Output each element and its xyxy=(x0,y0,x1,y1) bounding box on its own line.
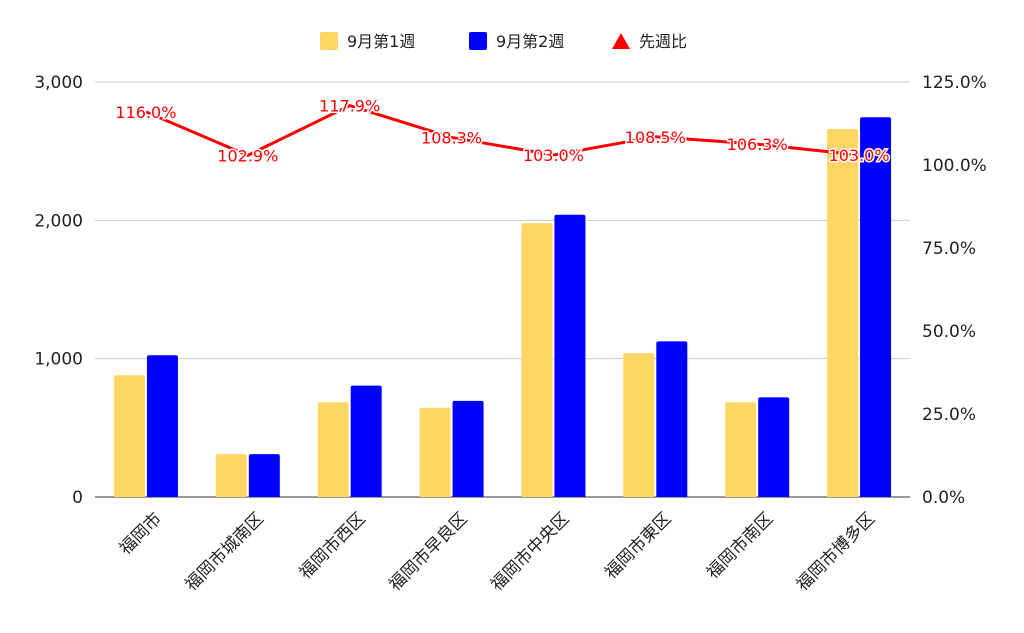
right-tick-label: 100.0% xyxy=(922,156,987,176)
right-tick-label: 0.0% xyxy=(922,488,965,508)
bar-week2 xyxy=(146,355,178,497)
right-tick-label: 75.0% xyxy=(922,239,976,259)
bar-week1 xyxy=(725,402,757,497)
bar-week2 xyxy=(452,400,484,497)
ratio-data-label: 102.9% xyxy=(217,146,278,165)
left-tick-label: 3,000 xyxy=(34,73,83,93)
category-label: 福岡市博多区 xyxy=(793,509,879,595)
left-tick-label: 2,000 xyxy=(34,211,83,231)
bars xyxy=(113,117,892,498)
bar-week1 xyxy=(521,223,553,497)
ratio-data-label: 103.0% xyxy=(829,146,890,165)
left-tick-label: 0 xyxy=(72,488,83,508)
category-label: 福岡市西区 xyxy=(295,509,369,583)
legend-label: 先週比 xyxy=(639,32,687,51)
bar-week2 xyxy=(248,454,280,497)
bar-week2 xyxy=(860,117,892,498)
legend-label: 9月第1週 xyxy=(347,32,415,51)
ratio-data-label: 106.3% xyxy=(727,135,788,154)
category-labels: 福岡市 福岡市城南区 福岡市西区 福岡市早良区 福岡市中央区 福岡市東区 福岡市南区 福岡市博… xyxy=(116,509,879,595)
ratio-line xyxy=(145,104,860,157)
category-label: 福岡市 xyxy=(116,509,166,559)
ratio-data-label: 103.0% xyxy=(523,146,584,165)
category-label: 福岡市早良区 xyxy=(385,509,471,595)
bar-week2 xyxy=(656,341,688,497)
bar-week1 xyxy=(827,129,859,498)
ratio-data-label: 108.3% xyxy=(421,128,482,147)
right-tick-label: 125.0% xyxy=(922,73,987,93)
right-tick-label: 25.0% xyxy=(922,405,976,425)
category-label: 福岡市中央区 xyxy=(487,509,573,595)
legend-label: 9月第2週 xyxy=(496,32,564,51)
right-axis-ticks: 0.0% 25.0% 50.0% 75.0% 100.0% 125.0% xyxy=(922,73,987,508)
legend-triangle-icon xyxy=(612,33,630,49)
bar-week1 xyxy=(113,375,145,497)
bar-week2 xyxy=(758,397,790,497)
ratio-data-label: 116.0% xyxy=(115,103,176,122)
bar-week1 xyxy=(215,454,247,497)
legend-swatch xyxy=(320,32,338,50)
right-tick-label: 50.0% xyxy=(922,322,976,342)
bar-week1 xyxy=(419,407,451,497)
category-label: 福岡市東区 xyxy=(601,509,675,583)
category-label: 福岡市城南区 xyxy=(182,509,268,595)
legend: 9月第1週 9月第2週 先週比 xyxy=(320,32,687,51)
bar-week1 xyxy=(623,353,655,497)
ratio-line-layer: 116.0% 102.9% 117.9% 108.3% 103.0% 108.5% 106.… xyxy=(114,95,891,167)
left-axis-ticks: 0 1,000 2,000 3,000 xyxy=(34,73,83,508)
left-tick-label: 1,000 xyxy=(34,350,83,370)
bar-week1 xyxy=(317,402,349,497)
ratio-data-label: 117.9% xyxy=(319,97,380,116)
bar-week2 xyxy=(350,385,382,497)
legend-swatch xyxy=(469,32,487,50)
ratio-data-label: 108.5% xyxy=(625,128,686,147)
bar-week2 xyxy=(554,214,586,498)
category-label: 福岡市南区 xyxy=(703,509,777,583)
